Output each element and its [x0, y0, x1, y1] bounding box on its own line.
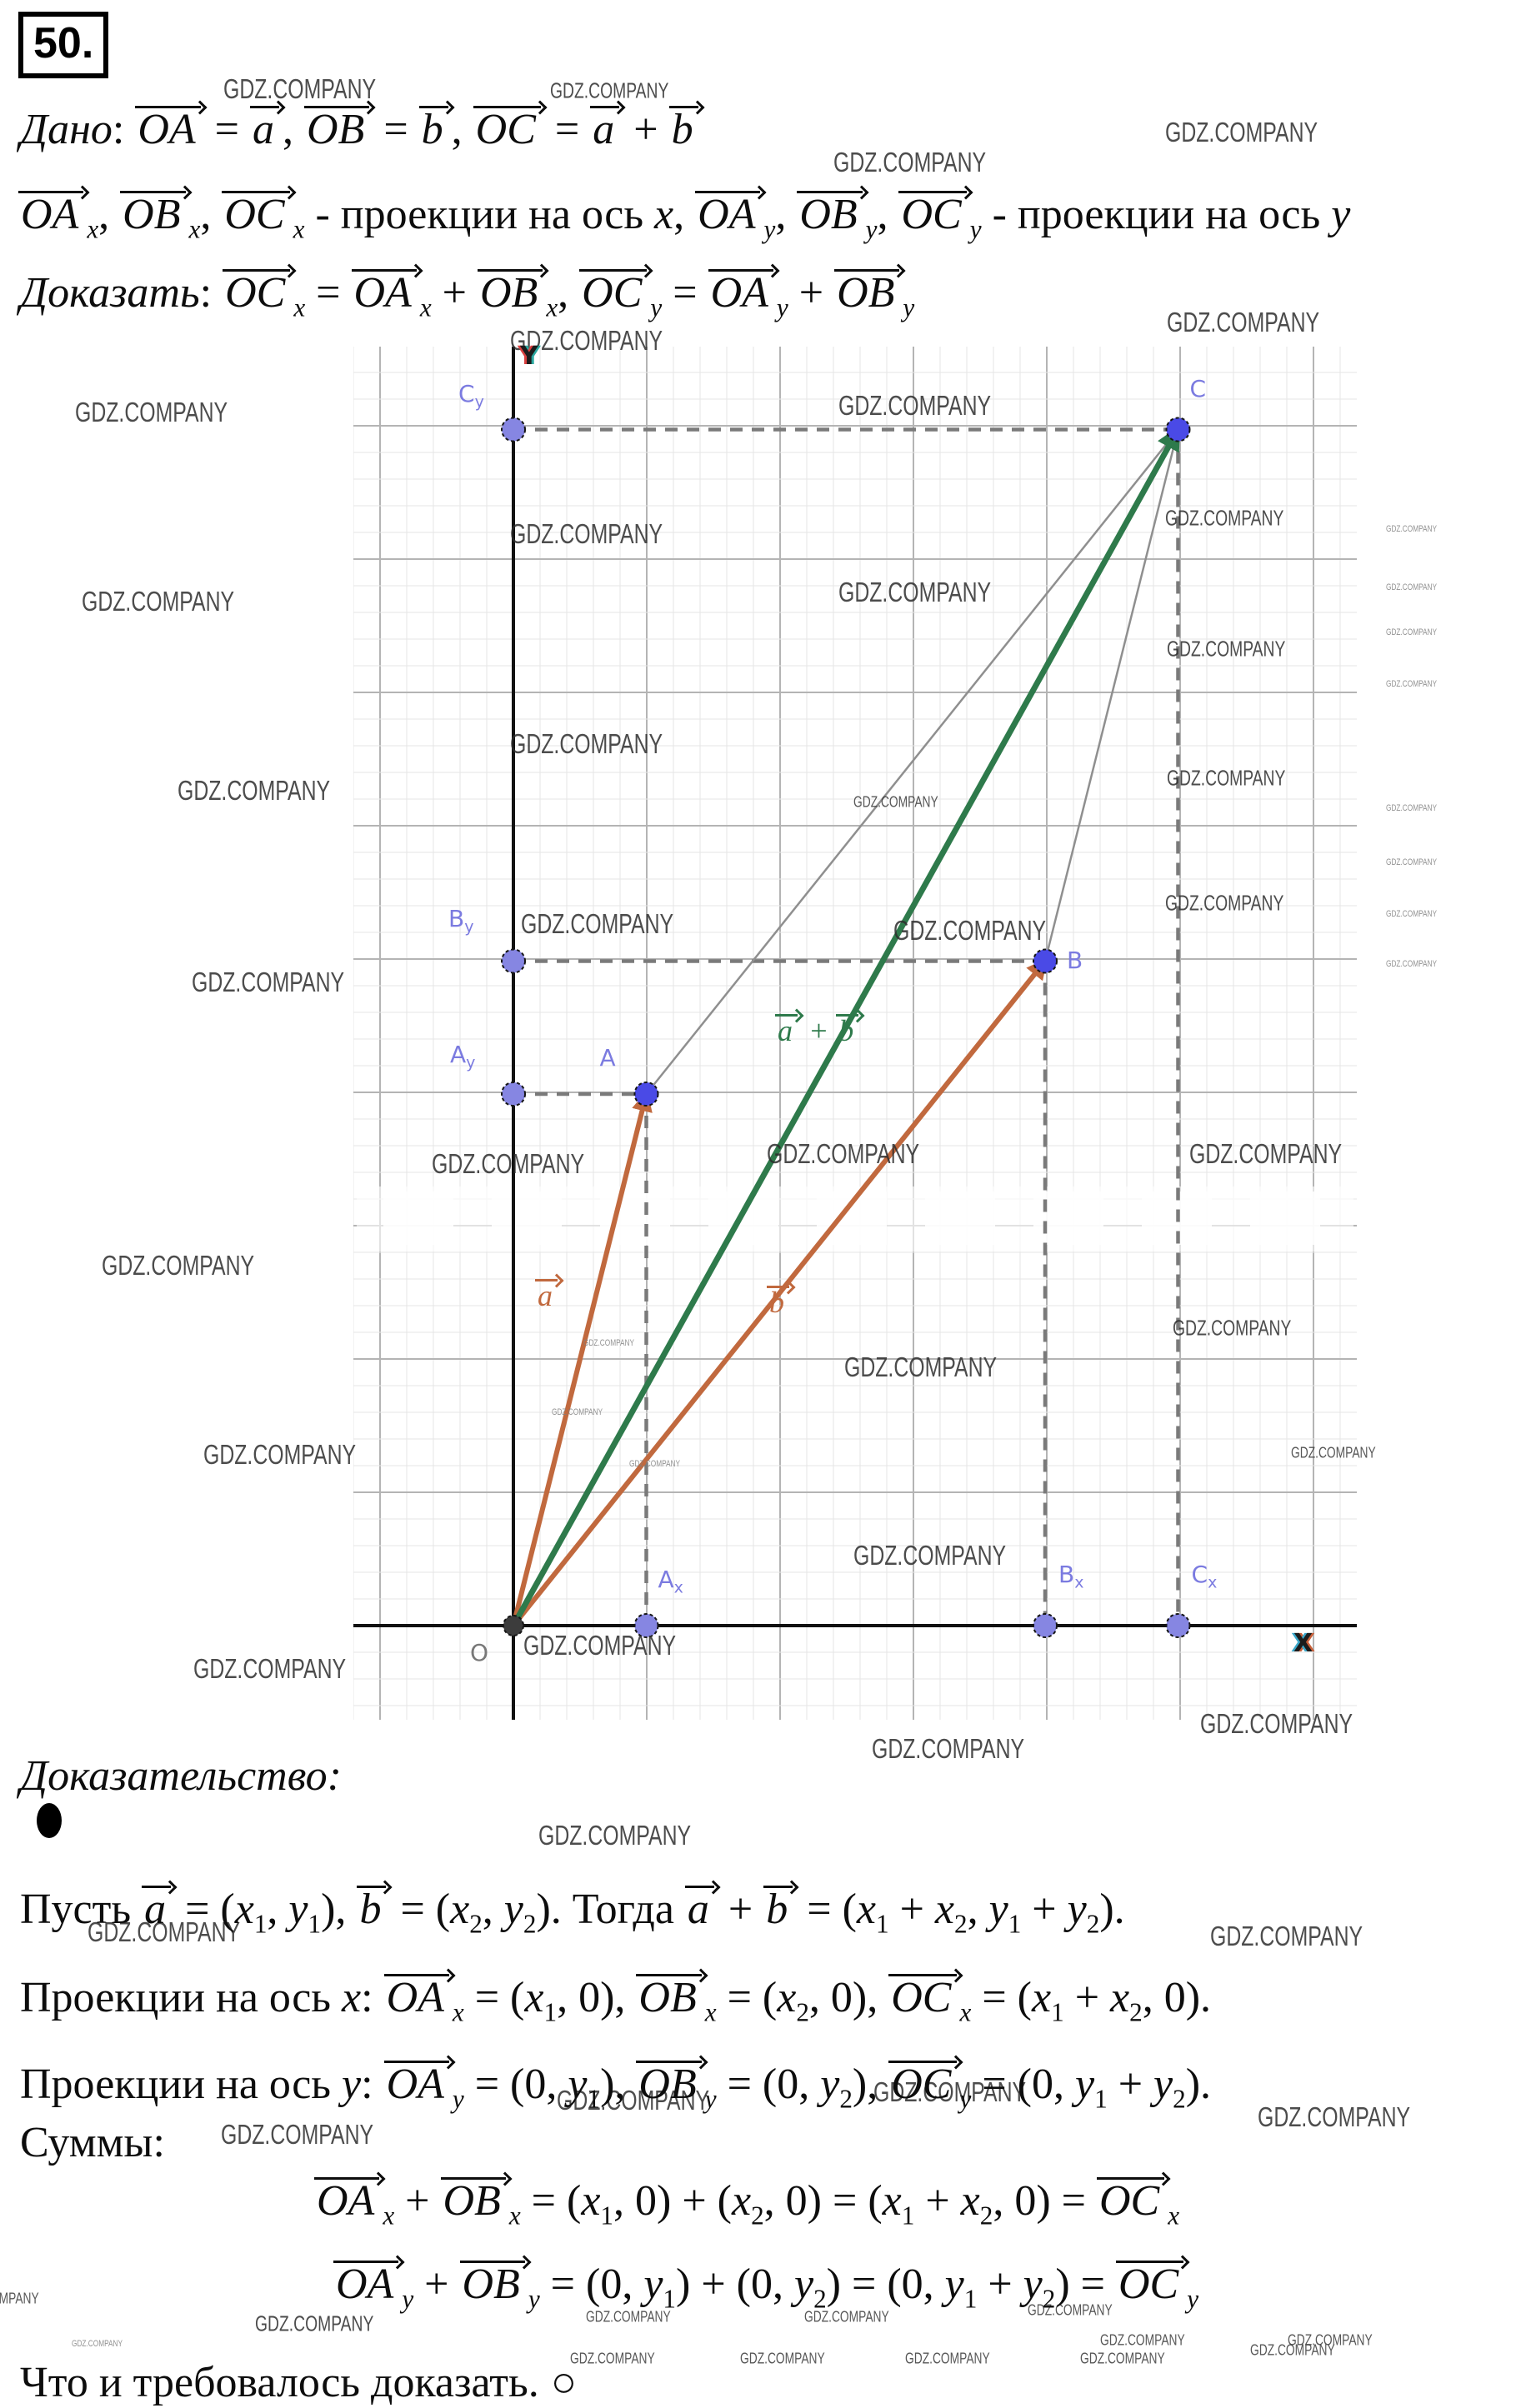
watermark: GDZ.COMPANY: [221, 2119, 374, 2151]
watermark: GDZ.COMPANY: [1028, 2301, 1113, 2320]
projections-line: OA x, OB x, OC x - проекции на ось x, OA y, …: [18, 190, 1350, 242]
proof-title: Доказательство:: [20, 1752, 342, 1800]
vector-symbol: OA y: [383, 2060, 464, 2111]
vector-symbol: b: [763, 1885, 796, 1933]
vector-symbol: OB x: [636, 1973, 717, 2025]
watermark: GDZ.COMPANY: [1167, 307, 1320, 338]
watermark: GDZ.COMPANY: [1250, 2341, 1335, 2360]
watermark: GDZ.COMPANY: [203, 1439, 357, 1471]
vector-symbol: OA: [135, 105, 203, 153]
vector-symbol: OC y: [898, 190, 982, 242]
watermark: GDZ.COMPANY: [178, 775, 331, 807]
qed-circle-mark: ○: [550, 2359, 578, 2406]
vector-symbol: a: [250, 105, 283, 153]
vector-symbol: OA y: [695, 190, 775, 242]
watermark: GDZ.COMPANY: [223, 73, 377, 105]
vector-symbol: OA x: [383, 1973, 464, 2025]
vector-symbol: OC x: [888, 1973, 971, 2025]
watermark: GDZ.COMPANY: [1386, 523, 1438, 534]
watermark: GDZ.COMPANY: [872, 1733, 1025, 1765]
vector-symbol: OC x: [222, 190, 304, 242]
vector-symbol: a: [590, 105, 623, 153]
proof-step-3: Проекции на ось y: OA y = (0, y1), OB y = …: [20, 2060, 1212, 2114]
watermark: GDZ.COMPANY: [1386, 678, 1438, 689]
watermark: GDZ.COMPANY: [905, 2350, 990, 2368]
vector-symbol: OC x: [1097, 2176, 1179, 2228]
watermark: GDZ.COMPANY: [192, 967, 345, 998]
watermark: GDZ.COMPANY: [1386, 802, 1438, 813]
bullet-icon: [37, 1803, 62, 1838]
sum-formula-y: OA y + OB y = (0, y1) + (0, y2) = (0, y1 +…: [333, 2260, 1198, 2311]
watermark: GDZ.COMPANY: [1258, 2101, 1411, 2133]
vector-symbol: OC y: [888, 2060, 971, 2111]
vector-symbol: OC x: [223, 268, 305, 320]
vector-symbol: OB x: [120, 190, 200, 242]
watermark: GDZ.COMPANY: [1100, 2331, 1185, 2350]
watermark: GDZ.COMPANY: [1386, 857, 1438, 867]
watermark: GDZ.COMPANY: [873, 2076, 1027, 2108]
vector-symbol: OB y: [834, 268, 914, 320]
vector-symbol: OA x: [314, 2176, 394, 2228]
problem-number: 50.: [18, 12, 109, 78]
watermark: GDZ.COMPANY: [82, 586, 235, 617]
watermark: GDZ.COMPANY: [804, 2308, 889, 2326]
watermark: GDZ.COMPANY: [1386, 582, 1438, 592]
watermark: GDZ.COMPANY: [1386, 627, 1438, 637]
vector-symbol: OB y: [459, 2260, 540, 2311]
qed-text: Что и требовалось доказать.: [20, 2359, 539, 2406]
watermark: GDZ.COMPANY: [1165, 117, 1318, 148]
watermark: GDZ.COMPANY: [1080, 2350, 1165, 2368]
watermark: GDZ.COMPANY: [193, 1653, 347, 1685]
watermark: GDZ.COMPANY: [550, 79, 669, 103]
vector-symbol: b: [668, 105, 702, 153]
qed-line: Что и требовалось доказать. ○: [20, 2358, 577, 2408]
vector-symbol: OA y: [708, 268, 788, 320]
vector-symbol: b: [357, 1885, 389, 1933]
vector-symbol: OA x: [351, 268, 432, 320]
watermark: GDZ.COMPANY: [1386, 908, 1438, 919]
vector-symbol: a: [684, 1885, 718, 1933]
vector-symbol: OB y: [797, 190, 877, 242]
vector-symbol: OC y: [1116, 2260, 1198, 2311]
watermark: GDZ.COMPANY: [0, 2290, 39, 2308]
proof-step-1: Пусть a = (x1, y1), b = (x2, y2). Тогда …: [20, 1885, 1125, 1939]
given-line: Дано: OA = a, OB = b, OC = a + b: [20, 105, 702, 155]
sum-formula-x: OA x + OB x = (x1, 0) + (x2, 0) = (x1 + x2…: [314, 2176, 1179, 2228]
vector-diagram: [353, 347, 1357, 1720]
watermark: GDZ.COMPANY: [586, 2308, 671, 2326]
vector-symbol: OB: [304, 105, 373, 153]
vector-symbol: OB x: [478, 268, 558, 320]
watermark: GDZ.COMPANY: [1288, 2331, 1373, 2350]
vector-symbol: OA y: [333, 2260, 413, 2311]
watermark: GDZ.COMPANY: [557, 2085, 710, 2116]
watermark: GDZ.COMPANY: [538, 1820, 692, 1851]
vector-symbol: OB y: [636, 2060, 717, 2111]
watermark: GDZ.COMPANY: [833, 147, 987, 178]
vector-symbol: OA x: [18, 190, 98, 242]
vector-symbol: OC y: [579, 268, 662, 320]
prove-line: Доказать: OC x = OA x + OB x, OC y = OA y + O…: [20, 268, 915, 322]
watermark: GDZ.COMPANY: [72, 2338, 123, 2349]
sums-label: Суммы:: [20, 2119, 165, 2166]
watermark: GDZ.COMPANY: [740, 2350, 825, 2368]
vector-symbol: b: [418, 105, 452, 153]
vector-symbol: OC: [473, 105, 544, 153]
watermark: GDZ.COMPANY: [570, 2350, 655, 2368]
watermark: GDZ.COMPANY: [255, 2312, 374, 2336]
watermark: GDZ.COMPANY: [88, 1916, 241, 1948]
watermark: GDZ.COMPANY: [75, 397, 228, 428]
vector-symbol: OB x: [440, 2176, 521, 2228]
watermark: GDZ.COMPANY: [102, 1250, 255, 1281]
proof-step-2: Проекции на ось x: OA x = (x1, 0), OB x = …: [20, 1973, 1212, 2027]
vector-symbol: a: [142, 1885, 174, 1933]
watermark: GDZ.COMPANY: [1386, 958, 1438, 969]
watermark: GDZ.COMPANY: [1210, 1921, 1363, 1952]
